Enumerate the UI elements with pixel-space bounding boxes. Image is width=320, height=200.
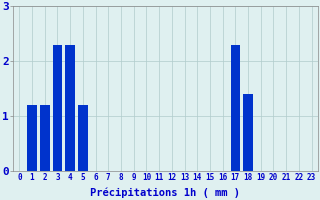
Bar bbox=[65, 45, 75, 171]
Bar bbox=[53, 45, 62, 171]
Bar bbox=[27, 105, 37, 171]
Bar bbox=[78, 105, 88, 171]
Bar bbox=[231, 45, 240, 171]
X-axis label: Précipitations 1h ( mm ): Précipitations 1h ( mm ) bbox=[91, 187, 240, 198]
Bar bbox=[243, 94, 253, 171]
Bar bbox=[40, 105, 50, 171]
